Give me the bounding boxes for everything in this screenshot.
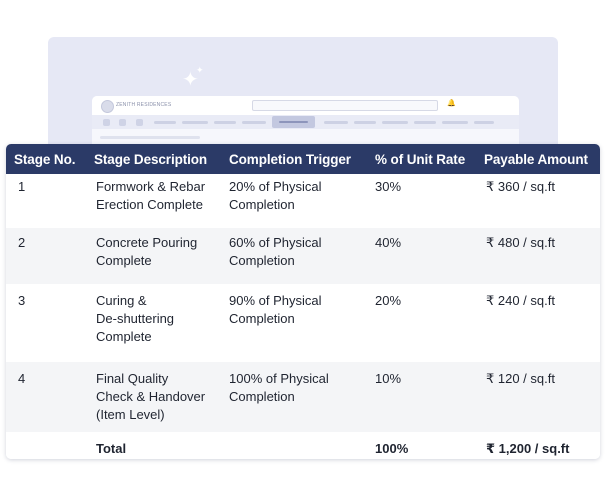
building-logo-icon xyxy=(101,100,114,113)
payable-amount: ₹ 480 / sq.ft xyxy=(476,228,600,284)
trigger-line: 100% of Physical xyxy=(229,371,329,386)
payment-schedule-table: Stage No. Stage Description Completion T… xyxy=(6,144,600,459)
payment-schedule-card: Stage No. Stage Description Completion T… xyxy=(6,144,600,459)
table-row: 1 Formwork & Rebar Erection Complete 20%… xyxy=(6,174,600,228)
mini-nav-item xyxy=(354,121,376,124)
mini-nav-active-item xyxy=(272,116,315,128)
table-row: 3 Curing & De-shuttering Complete 90% of… xyxy=(6,284,600,362)
description-line: Concrete Pouring xyxy=(96,235,198,250)
trigger-line: Completion xyxy=(229,253,295,268)
mini-app-window: ZENITH RESIDENCES 🔔 xyxy=(92,96,519,156)
mini-nav-dot xyxy=(103,119,110,126)
description-line: De-shuttering xyxy=(96,311,175,326)
mini-nav-dot xyxy=(119,119,126,126)
unit-rate-percent: 40% xyxy=(367,228,476,284)
mini-nav-item xyxy=(214,121,236,124)
trigger-line: 20% of Physical xyxy=(229,179,322,194)
table-row: 2 Concrete Pouring Complete 60% of Physi… xyxy=(6,228,600,284)
completion-trigger: 90% of Physical Completion xyxy=(221,284,367,362)
mini-search-input xyxy=(252,100,438,111)
stage-number: 2 xyxy=(6,228,86,284)
total-stage-empty xyxy=(6,432,86,459)
description-line: Complete xyxy=(96,253,152,268)
column-header-payable-amount: Payable Amount xyxy=(476,144,600,174)
unit-rate-percent: 30% xyxy=(367,174,476,228)
mini-app-topbar: ZENITH RESIDENCES 🔔 xyxy=(92,96,519,115)
mini-nav-dot xyxy=(136,119,143,126)
description-line: (Item Level) xyxy=(96,407,165,422)
stage-description: Final Quality Check & Handover (Item Lev… xyxy=(86,362,221,432)
table-row: 4 Final Quality Check & Handover (Item L… xyxy=(6,362,600,432)
description-line: Curing & xyxy=(96,293,147,308)
column-header-completion-trigger: Completion Trigger xyxy=(221,144,367,174)
trigger-line: 90% of Physical xyxy=(229,293,322,308)
total-label: Total xyxy=(86,432,221,459)
description-line: Final Quality xyxy=(96,371,169,386)
mini-nav-item xyxy=(154,121,176,124)
payable-amount: ₹ 120 / sq.ft xyxy=(476,362,600,432)
stage-description: Concrete Pouring Complete xyxy=(86,228,221,284)
completion-trigger: 100% of Physical Completion xyxy=(221,362,367,432)
bell-icon: 🔔 xyxy=(447,100,456,107)
payable-amount: ₹ 360 / sq.ft xyxy=(476,174,600,228)
description-line: Formwork & Rebar xyxy=(96,179,206,194)
mini-nav-item xyxy=(182,121,208,124)
mini-nav-item xyxy=(442,121,468,124)
unit-rate-percent: 10% xyxy=(367,362,476,432)
mini-nav-item xyxy=(324,121,348,124)
sparkle-icon: ✦ xyxy=(196,65,204,75)
completion-trigger: 20% of Physical Completion xyxy=(221,174,367,228)
trigger-line: Completion xyxy=(229,311,295,326)
column-header-percent-unit-rate: % of Unit Rate xyxy=(367,144,476,174)
description-line: Erection Complete xyxy=(96,197,203,212)
trigger-line: Completion xyxy=(229,197,295,212)
description-line: Check & Handover xyxy=(96,389,206,404)
stage-description: Curing & De-shuttering Complete xyxy=(86,284,221,362)
mini-content-line xyxy=(100,136,200,139)
mini-nav-item xyxy=(474,121,494,124)
stage-number: 3 xyxy=(6,284,86,362)
table-header-row: Stage No. Stage Description Completion T… xyxy=(6,144,600,174)
sparkle-icon: ✦ xyxy=(182,69,199,91)
stage-number: 4 xyxy=(6,362,86,432)
stage-description: Formwork & Rebar Erection Complete xyxy=(86,174,221,228)
trigger-line: 60% of Physical xyxy=(229,235,322,250)
mini-nav-item xyxy=(414,121,436,124)
total-row: Total 100% ₹ 1,200 / sq.ft xyxy=(6,432,600,459)
total-percent: 100% xyxy=(367,432,476,459)
mini-nav-item xyxy=(242,121,266,124)
unit-rate-percent: 20% xyxy=(367,284,476,362)
mini-app-nav xyxy=(92,115,519,129)
mini-brand-name: ZENITH RESIDENCES xyxy=(116,102,172,108)
stage-number: 1 xyxy=(6,174,86,228)
description-line: Complete xyxy=(96,329,152,344)
payable-amount: ₹ 240 / sq.ft xyxy=(476,284,600,362)
column-header-stage-description: Stage Description xyxy=(86,144,221,174)
completion-trigger: 60% of Physical Completion xyxy=(221,228,367,284)
total-amount: ₹ 1,200 / sq.ft xyxy=(476,432,600,459)
mini-nav-item xyxy=(382,121,408,124)
column-header-stage-no: Stage No. xyxy=(6,144,86,174)
trigger-line: Completion xyxy=(229,389,295,404)
total-trigger-empty xyxy=(221,432,367,459)
